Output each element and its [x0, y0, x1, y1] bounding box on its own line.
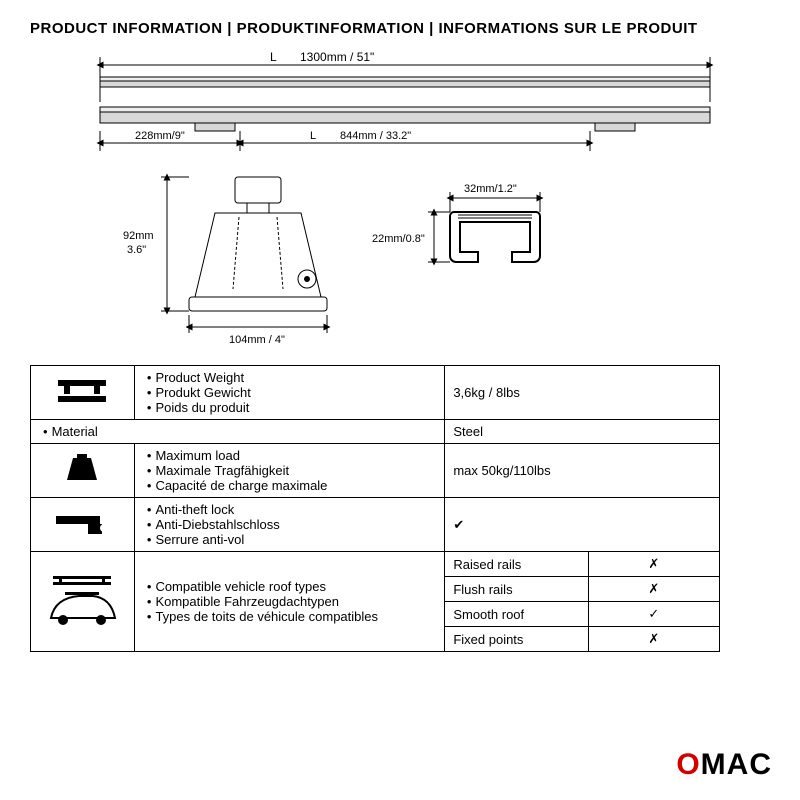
- car-roof-icon: [31, 552, 135, 652]
- dim-profile-h: 22mm/0.8": [372, 233, 425, 245]
- weight-value: 3,6kg / 8lbs: [445, 366, 720, 420]
- dim-overall-L: 1300mm / 51": [300, 50, 374, 64]
- page-title: PRODUCT INFORMATION | PRODUKTINFORMATION…: [30, 20, 770, 37]
- row-antitheft: Anti-theft lock Anti-Diebstahlschloss Se…: [31, 498, 720, 552]
- antitheft-value: ✔: [445, 498, 720, 552]
- dim-inner-L-label: L: [310, 130, 316, 142]
- dimension-diagram: L 1300mm / 51" 228mm/9" L 844mm / 33.2": [30, 47, 770, 357]
- dim-overall-L-label: L: [270, 50, 277, 64]
- row-weight: Product Weight Produkt Gewicht Poids du …: [31, 366, 720, 420]
- brand-logo: OMAC: [676, 748, 772, 782]
- weight-labels: Product Weight Produkt Gewicht Poids du …: [143, 370, 436, 415]
- lock-icon: [31, 498, 135, 552]
- row-maxload: Maximum load Maximale Tragfähigkeit Capa…: [31, 444, 720, 498]
- weight-icon: [31, 366, 135, 420]
- load-icon: [31, 444, 135, 498]
- dim-foot-w: 104mm / 4": [229, 334, 285, 346]
- antitheft-labels: Anti-theft lock Anti-Diebstahlschloss Se…: [143, 502, 436, 547]
- dim-foot-h-in: 3.6": [127, 244, 146, 256]
- spec-table: Product Weight Produkt Gewicht Poids du …: [30, 365, 720, 652]
- dim-inner-L: 844mm / 33.2": [340, 130, 411, 142]
- dim-left-seg: 228mm/9": [135, 130, 185, 142]
- rooftype-labels: Compatible vehicle roof types Kompatible…: [143, 579, 436, 624]
- maxload-labels: Maximum load Maximale Tragfähigkeit Capa…: [143, 448, 436, 493]
- row-rooftype-0: Compatible vehicle roof types Kompatible…: [31, 552, 720, 577]
- row-material: Material Steel: [31, 420, 720, 444]
- maxload-value: max 50kg/110lbs: [445, 444, 720, 498]
- dim-profile-w: 32mm/1.2": [464, 183, 517, 195]
- dim-foot-h: 92mm: [123, 230, 154, 242]
- material-value: Steel: [445, 420, 720, 444]
